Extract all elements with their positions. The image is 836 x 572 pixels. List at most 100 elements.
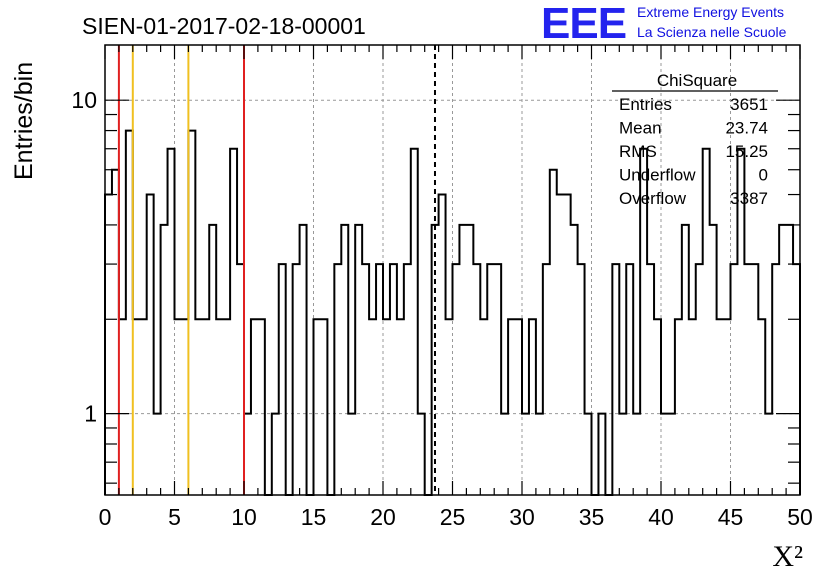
histogram-bin bbox=[689, 319, 696, 495]
histogram-bin bbox=[647, 264, 654, 495]
histogram-bin bbox=[209, 225, 216, 495]
histogram-bin bbox=[612, 264, 619, 495]
histogram-bin bbox=[237, 264, 244, 495]
histogram-bin bbox=[112, 170, 119, 495]
histogram-bin bbox=[181, 319, 188, 495]
histogram-bin bbox=[126, 131, 133, 495]
x-tick-label: 20 bbox=[370, 504, 396, 530]
histogram-bin bbox=[140, 319, 147, 495]
histogram-bin bbox=[446, 319, 453, 495]
histogram-bin bbox=[390, 264, 397, 495]
axes: 0 5 10 15 20 25 30 35 40 45 50 1 10 bbox=[71, 44, 813, 530]
stats-value: 0 bbox=[759, 166, 768, 185]
chart-title: SIEN-01-2017-02-18-00001 bbox=[82, 13, 366, 39]
histogram-bin bbox=[487, 264, 494, 495]
histogram-bin bbox=[682, 225, 689, 495]
subtitle-extreme-energy-events: Extreme Energy Events bbox=[637, 4, 785, 20]
histogram-bin bbox=[300, 225, 307, 495]
histogram-bin bbox=[466, 225, 473, 495]
stats-value: 15.25 bbox=[725, 142, 768, 161]
stats-label: Entries bbox=[619, 95, 672, 114]
reference-lines bbox=[117, 45, 436, 495]
histogram-bin bbox=[654, 319, 661, 495]
histogram-bin bbox=[230, 149, 237, 495]
histogram-bin bbox=[724, 319, 731, 495]
x-tick-label: 40 bbox=[648, 504, 674, 530]
histogram-bin bbox=[362, 264, 369, 495]
x-tick-label: 0 bbox=[99, 504, 112, 530]
histogram-bin bbox=[161, 225, 168, 495]
stats-value: 23.74 bbox=[725, 119, 768, 138]
stats-value: 3387 bbox=[730, 189, 768, 208]
histogram-bin bbox=[501, 414, 508, 495]
histogram-bin bbox=[272, 414, 279, 495]
histogram-bin bbox=[758, 319, 765, 495]
histogram-bin bbox=[202, 319, 209, 495]
stats-title: ChiSquare bbox=[657, 71, 737, 90]
histogram-bin bbox=[626, 264, 633, 495]
histogram-bin bbox=[494, 264, 501, 495]
histogram-bars bbox=[104, 129, 801, 496]
histogram-bin bbox=[717, 319, 724, 495]
histogram-bin bbox=[320, 319, 327, 495]
histogram-line bbox=[104, 129, 801, 496]
histogram-bin bbox=[188, 131, 195, 495]
histogram-bin bbox=[119, 319, 126, 495]
histogram-bin bbox=[751, 264, 758, 495]
histogram-bin bbox=[557, 195, 564, 495]
histogram-bin bbox=[793, 264, 800, 495]
histogram-bin bbox=[383, 319, 390, 495]
histogram-bin bbox=[765, 414, 772, 495]
histogram-bin bbox=[571, 225, 578, 495]
histogram-bin bbox=[703, 149, 710, 495]
histogram-bin bbox=[459, 225, 466, 495]
y-tick-label: 1 bbox=[84, 401, 97, 427]
histogram-bin bbox=[536, 414, 543, 495]
x-tick-label: 10 bbox=[231, 504, 257, 530]
histogram-bin bbox=[175, 319, 182, 495]
x-tick-label: 50 bbox=[787, 504, 813, 530]
histogram-bin bbox=[696, 264, 703, 495]
histogram-bin bbox=[731, 264, 738, 495]
stats-label: RMS bbox=[619, 142, 657, 161]
eee-logo: EEE bbox=[541, 0, 627, 48]
x-tick-label: 25 bbox=[440, 504, 466, 530]
x-tick-label: 5 bbox=[168, 504, 181, 530]
stats-box: ChiSquare Entries 3651 Mean 23.74 RMS 15.25 Und… bbox=[612, 71, 778, 208]
histogram-bin bbox=[633, 414, 640, 495]
histogram-bin bbox=[404, 264, 411, 495]
histogram-bin bbox=[244, 414, 251, 495]
histogram-bin bbox=[515, 319, 522, 495]
x-tick-label: 15 bbox=[301, 504, 327, 530]
x-tick-label: 45 bbox=[718, 504, 744, 530]
histogram-bin bbox=[314, 319, 321, 495]
histogram-bin bbox=[411, 149, 418, 495]
subtitle-la-scienza: La Scienza nelle Scuole bbox=[637, 24, 787, 40]
histogram-bin bbox=[744, 264, 751, 495]
stats-label: Mean bbox=[619, 119, 662, 138]
histogram-bin bbox=[154, 414, 161, 495]
histogram-bin bbox=[598, 414, 605, 495]
x-axis-label: X² bbox=[772, 540, 803, 572]
histogram-bin bbox=[147, 195, 154, 495]
stats-value: 3651 bbox=[730, 95, 768, 114]
histogram-bin bbox=[251, 319, 258, 495]
histogram-bin bbox=[772, 264, 779, 495]
histogram-bin bbox=[668, 414, 675, 495]
histogram-bin bbox=[258, 319, 265, 495]
histogram-bin bbox=[710, 225, 717, 495]
histogram-bin bbox=[522, 414, 529, 495]
histogram-bin bbox=[355, 225, 362, 495]
y-tick-label: 10 bbox=[71, 87, 97, 113]
histogram-bin bbox=[578, 264, 585, 495]
histogram-bin bbox=[341, 225, 348, 495]
histogram-bin bbox=[550, 170, 557, 495]
histogram-bin bbox=[376, 264, 383, 495]
histogram-bin bbox=[216, 319, 223, 495]
histogram-bin bbox=[168, 149, 175, 495]
histogram-bin bbox=[439, 195, 446, 495]
histogram-bin bbox=[564, 195, 571, 495]
histogram-bin bbox=[223, 319, 230, 495]
